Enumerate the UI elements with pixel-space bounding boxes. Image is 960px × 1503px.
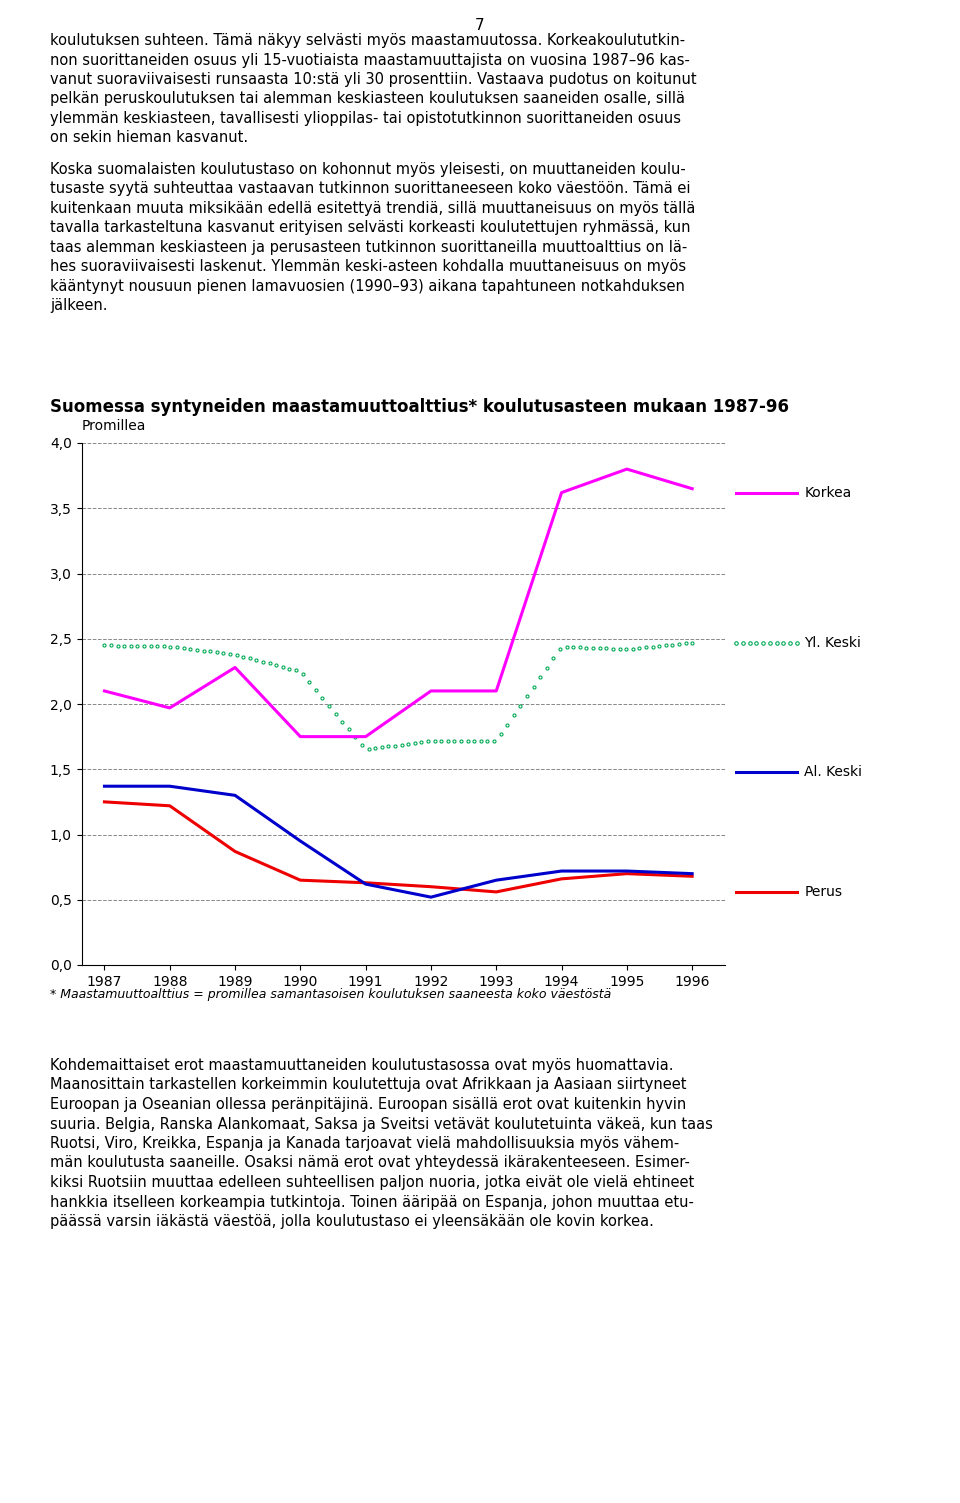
Text: hes suoraviivaisesti laskenut. Ylemmän keski-asteen kohdalla muuttaneisuus on my: hes suoraviivaisesti laskenut. Ylemmän k… — [50, 259, 686, 274]
Text: Yl. Keski: Yl. Keski — [804, 636, 861, 649]
Text: Ruotsi, Viro, Kreikka, Espanja ja Kanada tarjoavat vielä mahdollisuuksia myös vä: Ruotsi, Viro, Kreikka, Espanja ja Kanada… — [50, 1136, 679, 1151]
Text: Al. Keski: Al. Keski — [804, 765, 862, 779]
Text: 7: 7 — [475, 18, 485, 33]
Text: Promillea: Promillea — [82, 418, 146, 433]
Text: Suomessa syntyneiden maastamuuttoalttius* koulutusasteen mukaan 1987-96: Suomessa syntyneiden maastamuuttoalttius… — [50, 398, 789, 416]
Text: taas alemman keskiasteen ja perusasteen tutkinnon suorittaneilla muuttoalttius o: taas alemman keskiasteen ja perusasteen … — [50, 239, 687, 254]
Text: Koska suomalaisten koulutustaso on kohonnut myös yleisesti, on muuttaneiden koul: Koska suomalaisten koulutustaso on kohon… — [50, 162, 685, 177]
Text: ylemmän keskiasteen, tavallisesti ylioppilas- tai opistotutkinnon suorittaneiden: ylemmän keskiasteen, tavallisesti yliopp… — [50, 111, 681, 126]
Text: hankkia itselleen korkeampia tutkintoja. Toinen ääripää on Espanja, johon muutta: hankkia itselleen korkeampia tutkintoja.… — [50, 1195, 694, 1210]
Text: * Maastamuuttoalttius = promillea samantasoisen koulutuksen saaneesta koko väest: * Maastamuuttoalttius = promillea samant… — [50, 987, 612, 1001]
Text: tavalla tarkasteltuna kasvanut erityisen selvästi korkeasti koulutettujen ryhmäs: tavalla tarkasteltuna kasvanut erityisen… — [50, 221, 690, 234]
Text: vanut suoraviivaisesti runsaasta 10:stä yli 30 prosenttiin. Vastaava pudotus on : vanut suoraviivaisesti runsaasta 10:stä … — [50, 72, 697, 87]
Text: Korkea: Korkea — [804, 485, 852, 499]
Text: tusaste syytä suhteuttaa vastaavan tutkinnon suorittaneeseen koko väestöön. Tämä: tusaste syytä suhteuttaa vastaavan tutki… — [50, 182, 690, 197]
Text: kääntynyt nousuun pienen lamavuosien (1990–93) aikana tapahtuneen notkahduksen: kääntynyt nousuun pienen lamavuosien (19… — [50, 278, 684, 293]
Text: päässä varsin iäkästä väestöä, jolla koulutustaso ei yleensäkään ole kovin korke: päässä varsin iäkästä väestöä, jolla kou… — [50, 1214, 654, 1229]
Text: Perus: Perus — [804, 885, 843, 899]
Text: kiksi Ruotsiin muuttaa edelleen suhteellisen paljon nuoria, jotka eivät ole viel: kiksi Ruotsiin muuttaa edelleen suhteell… — [50, 1175, 694, 1190]
Text: Kohdemaittaiset erot maastamuuttaneiden koulutustasossa ovat myös huomattavia.: Kohdemaittaiset erot maastamuuttaneiden … — [50, 1058, 673, 1073]
Text: kuitenkaan muuta miksikään edellä esitettyä trendiä, sillä muuttaneisuus on myös: kuitenkaan muuta miksikään edellä esitet… — [50, 201, 695, 216]
Text: män koulutusta saaneille. Osaksi nämä erot ovat yhteydessä ikärakenteeseen. Esim: män koulutusta saaneille. Osaksi nämä er… — [50, 1156, 690, 1171]
Text: jälkeen.: jälkeen. — [50, 298, 108, 313]
Text: suuria. Belgia, Ranska Alankomaat, Saksa ja Sveitsi vetävät koulutetuinta väkeä,: suuria. Belgia, Ranska Alankomaat, Saksa… — [50, 1117, 712, 1132]
Text: koulutuksen suhteen. Tämä näkyy selvästi myös maastamuutossa. Korkeakoulututkin-: koulutuksen suhteen. Tämä näkyy selvästi… — [50, 33, 685, 48]
Text: pelkän peruskoulutuksen tai alemman keskiasteen koulutuksen saaneiden osalle, si: pelkän peruskoulutuksen tai alemman kesk… — [50, 92, 684, 107]
Text: on sekin hieman kasvanut.: on sekin hieman kasvanut. — [50, 131, 248, 146]
Text: Maanosittain tarkastellen korkeimmin koulutettuja ovat Afrikkaan ja Aasiaan siir: Maanosittain tarkastellen korkeimmin kou… — [50, 1078, 686, 1093]
Text: Euroopan ja Oseanian ollessa peränpitäjinä. Euroopan sisällä erot ovat kuitenkin: Euroopan ja Oseanian ollessa peränpitäji… — [50, 1097, 686, 1112]
Text: non suorittaneiden osuus yli 15-vuotiaista maastamuuttajista on vuosina 1987–96 : non suorittaneiden osuus yli 15-vuotiais… — [50, 53, 690, 68]
